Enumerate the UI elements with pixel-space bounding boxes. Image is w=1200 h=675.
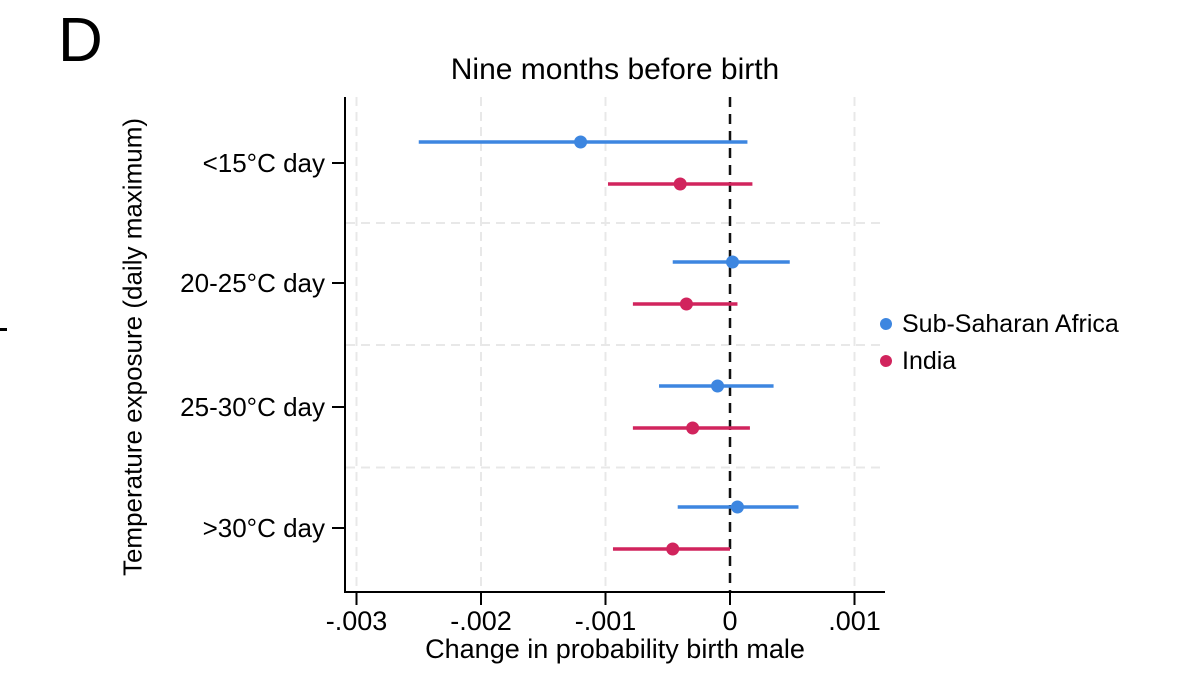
panel-label: D: [58, 6, 103, 75]
point-estimate-dot: [666, 542, 680, 556]
x-tick-label: .001: [828, 606, 881, 636]
legend-marker-sub-saharan-africa-icon: [880, 318, 892, 330]
x-tick-label: 0: [722, 606, 737, 636]
point-estimate-dot: [673, 177, 687, 191]
legend-label-sub-saharan-africa: Sub-Saharan Africa: [902, 309, 1119, 338]
legend-item-india: India: [880, 344, 1119, 378]
legend-label-india: India: [902, 346, 957, 375]
category-label: >30°C day: [203, 513, 325, 543]
x-tick-label: -.003: [326, 606, 388, 636]
chart-title: Nine months before birth: [450, 53, 780, 86]
legend: Sub-Saharan Africa India: [880, 307, 1119, 378]
point-estimate-dot: [574, 135, 588, 149]
point-estimate-dot: [679, 297, 693, 311]
legend-item-sub-saharan-africa: Sub-Saharan Africa: [880, 307, 1119, 341]
x-tick-label: -.002: [450, 606, 512, 636]
category-label: 20-25°C day: [180, 268, 325, 298]
cropped-tick-artifact: [0, 328, 7, 331]
point-estimate-dot: [730, 500, 744, 514]
point-estimate-dot: [725, 255, 739, 269]
point-estimate-dot: [711, 379, 725, 393]
category-label: 25-30°C day: [180, 392, 325, 422]
legend-marker-india-icon: [880, 355, 892, 367]
x-tick-label: -.001: [575, 606, 637, 636]
point-estimate-dot: [686, 421, 700, 435]
category-label: <15°C day: [203, 148, 325, 178]
y-axis-title: Temperature exposure (daily maximum): [117, 117, 148, 577]
x-axis-title: Change in probability birth male: [425, 634, 805, 664]
